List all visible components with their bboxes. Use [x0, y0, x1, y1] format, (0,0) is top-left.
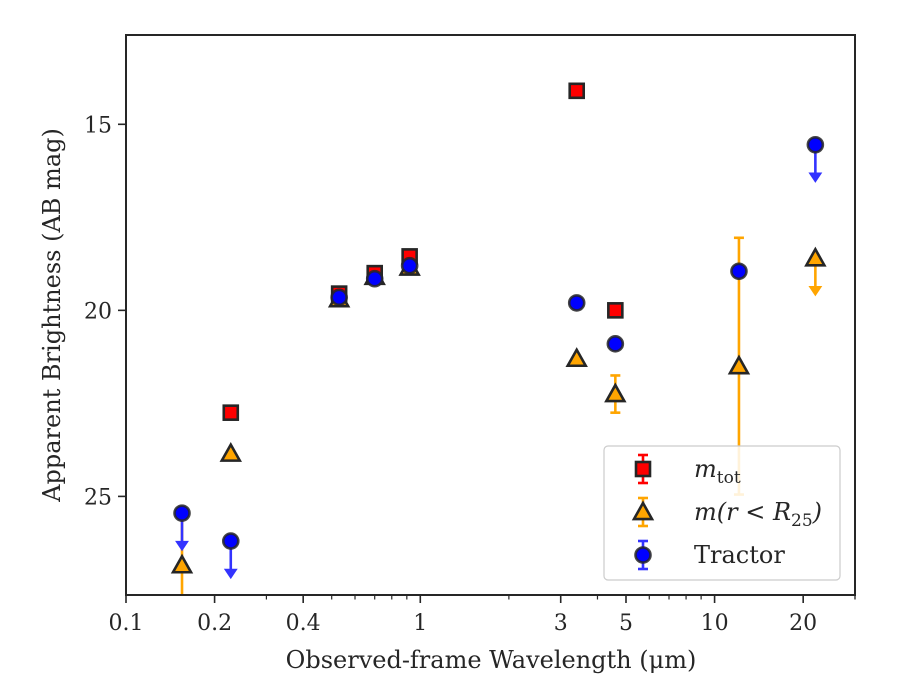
axes: 0.1 0.2 0.4 1 3 5 10 20 15 20 25 — [84, 34, 856, 636]
legend-marker — [631, 500, 655, 521]
legend-marker — [634, 546, 652, 564]
x-tick-label: 0.1 — [109, 611, 144, 636]
data-point — [219, 441, 242, 462]
legend-label-main: Tractor — [694, 541, 785, 569]
legend: mtot m(r < R25) Tractor — [603, 445, 841, 581]
x-tick-label: 5 — [619, 611, 633, 636]
upper-limit-arrowhead — [175, 540, 189, 552]
upper-limit-arrowhead — [223, 568, 238, 580]
x-tick-label: 1 — [413, 611, 427, 636]
data-point — [567, 294, 586, 312]
data-point — [170, 553, 194, 574]
data-point — [607, 302, 624, 319]
y-tick-label: 25 — [84, 485, 112, 510]
legend-frame — [603, 445, 841, 581]
data-point — [222, 404, 240, 421]
legend-label: m(r < R25) — [694, 498, 822, 531]
y-axis-label: Apparent Brightness (AB mag) — [38, 128, 66, 503]
data-point — [400, 256, 419, 275]
data-point — [604, 382, 627, 403]
x-tick-label: 3 — [554, 611, 568, 636]
legend-label-main: m — [694, 455, 717, 483]
legend-label-sub: 25 — [791, 511, 813, 531]
data-point — [568, 82, 586, 100]
data-point — [565, 347, 588, 368]
upper-limit-arrowhead — [808, 285, 823, 297]
data-point — [727, 354, 751, 375]
data-point — [173, 504, 191, 522]
data-point — [730, 262, 748, 281]
series-circle — [173, 135, 825, 580]
data-point — [365, 269, 384, 288]
data-point — [606, 335, 625, 353]
legend-label-main: m(r < R — [694, 498, 791, 526]
legend-marker — [634, 460, 652, 478]
legend-item: mtot — [634, 453, 741, 488]
axes-frame — [125, 34, 856, 596]
data-point — [221, 532, 240, 550]
legend-label-tail: ) — [812, 498, 822, 526]
x-tick-label: 10 — [701, 611, 729, 636]
y-tick-label: 15 — [84, 113, 112, 138]
upper-limit-arrowhead — [808, 172, 823, 183]
data-point — [330, 288, 348, 307]
series-square — [222, 82, 624, 421]
legend-item: m(r < R25) — [631, 496, 822, 531]
legend-label: Tractor — [694, 541, 785, 569]
y-tick-label: 20 — [84, 299, 112, 324]
x-tick-label: 20 — [789, 611, 817, 636]
legend-item: Tractor — [634, 539, 785, 571]
x-axis-label: Observed-frame Wavelength (μm) — [286, 646, 697, 674]
data-point — [804, 246, 827, 267]
legend-label: mtot — [694, 455, 741, 488]
x-tick-label: 0.2 — [197, 611, 232, 636]
data-point — [806, 135, 825, 154]
x-tick-label: 0.4 — [286, 611, 321, 636]
legend-label-sub: tot — [717, 468, 741, 488]
